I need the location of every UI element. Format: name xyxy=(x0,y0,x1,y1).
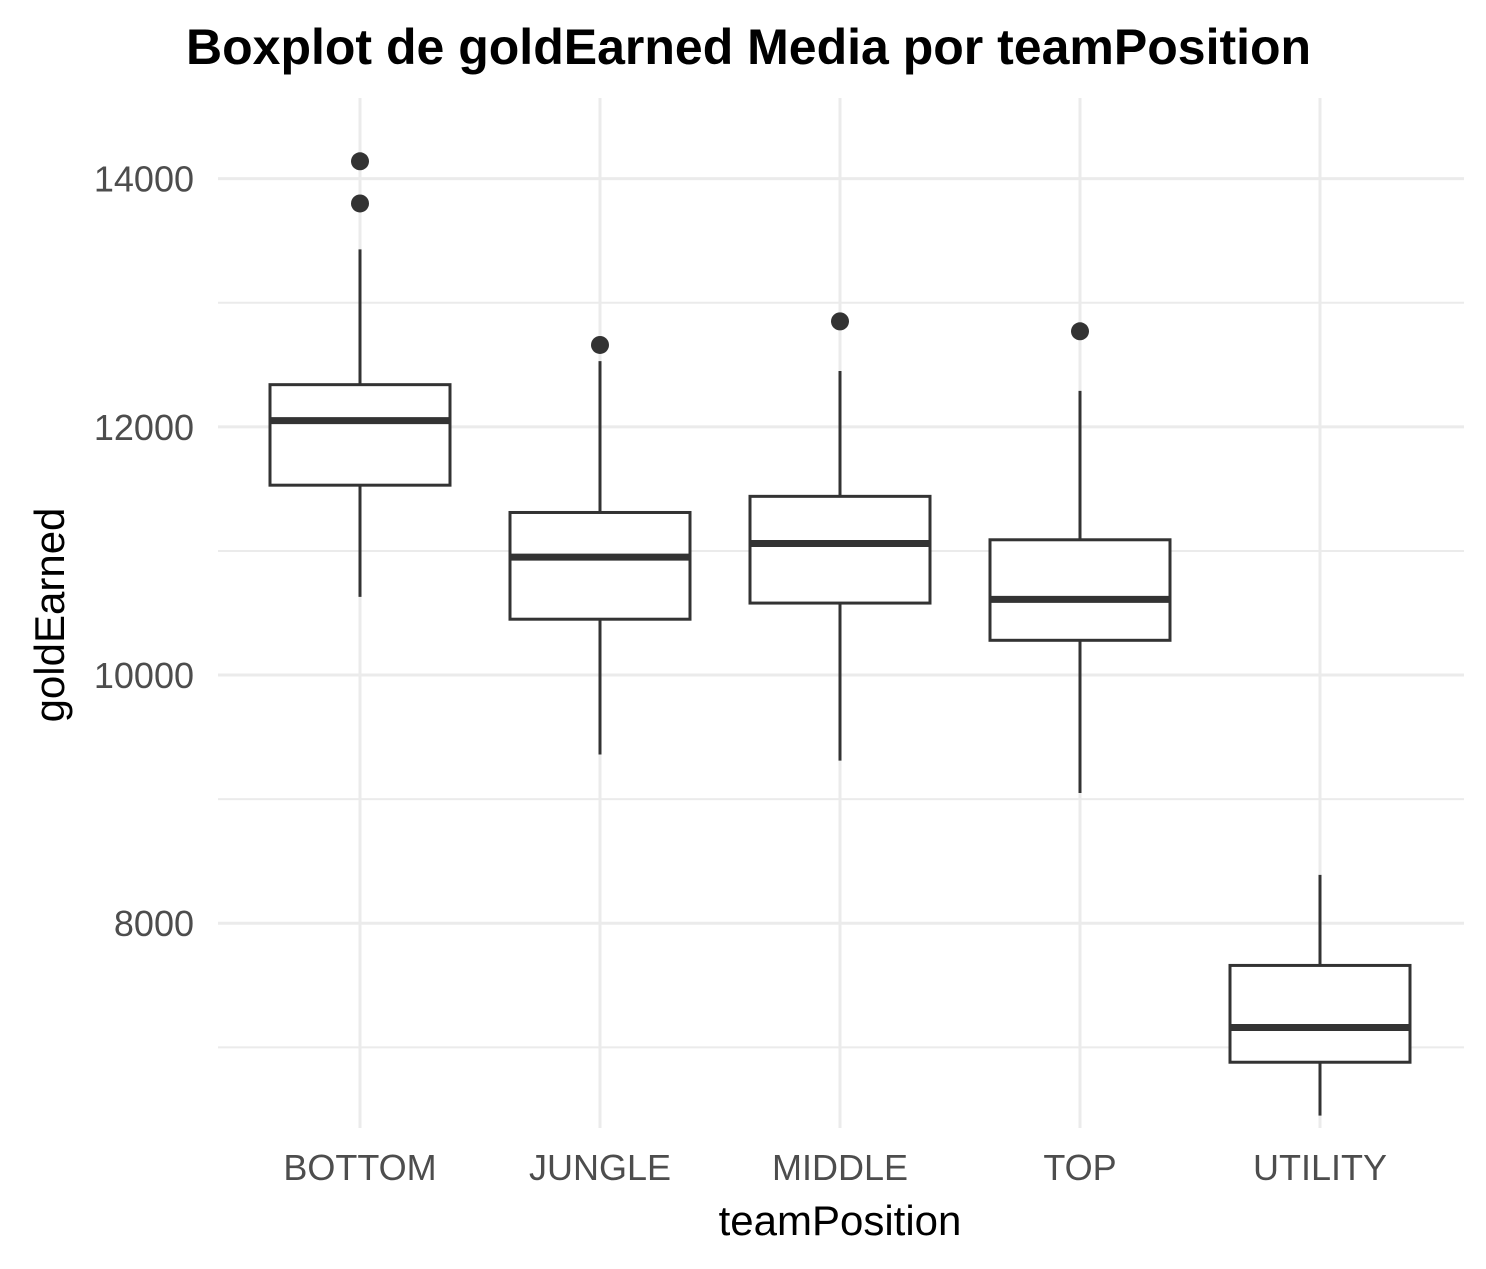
box-group xyxy=(748,312,932,761)
x-tick-label: MIDDLE xyxy=(772,1147,908,1188)
x-tick-label: BOTTOM xyxy=(283,1147,436,1188)
iqr-box xyxy=(508,510,692,621)
y-tick-label: 12000 xyxy=(94,407,194,448)
outlier-point xyxy=(351,152,369,171)
box-group xyxy=(508,335,692,755)
iqr-box xyxy=(988,538,1172,642)
box-layer xyxy=(268,152,1412,1116)
iqr-box xyxy=(268,383,452,487)
iqr-box xyxy=(1228,963,1412,1064)
x-tick-label: UTILITY xyxy=(1253,1147,1387,1188)
box-group xyxy=(268,152,452,597)
outlier-point xyxy=(591,335,609,354)
y-tick-label: 14000 xyxy=(94,159,194,200)
outlier-point xyxy=(831,312,849,331)
y-axis-title: goldEarned xyxy=(26,508,73,723)
tick-label-layer: 8000 10000 12000 14000 BOTTOM JUNGLE MIDDLE TOP… xyxy=(94,159,1387,1188)
x-axis-title: teamPosition xyxy=(719,1197,962,1244)
outlier-point xyxy=(351,194,369,213)
x-tick-label: TOP xyxy=(1043,1147,1116,1188)
y-tick-label: 8000 xyxy=(114,903,194,944)
y-tick-label: 10000 xyxy=(94,655,194,696)
iqr-box xyxy=(748,494,932,605)
chart-title: Boxplot de goldEarned Media por teamPosi… xyxy=(186,19,1311,75)
x-tick-label: JUNGLE xyxy=(529,1147,671,1188)
outlier-point xyxy=(1071,322,1089,341)
box-group xyxy=(988,322,1172,793)
box-group xyxy=(1228,874,1412,1116)
